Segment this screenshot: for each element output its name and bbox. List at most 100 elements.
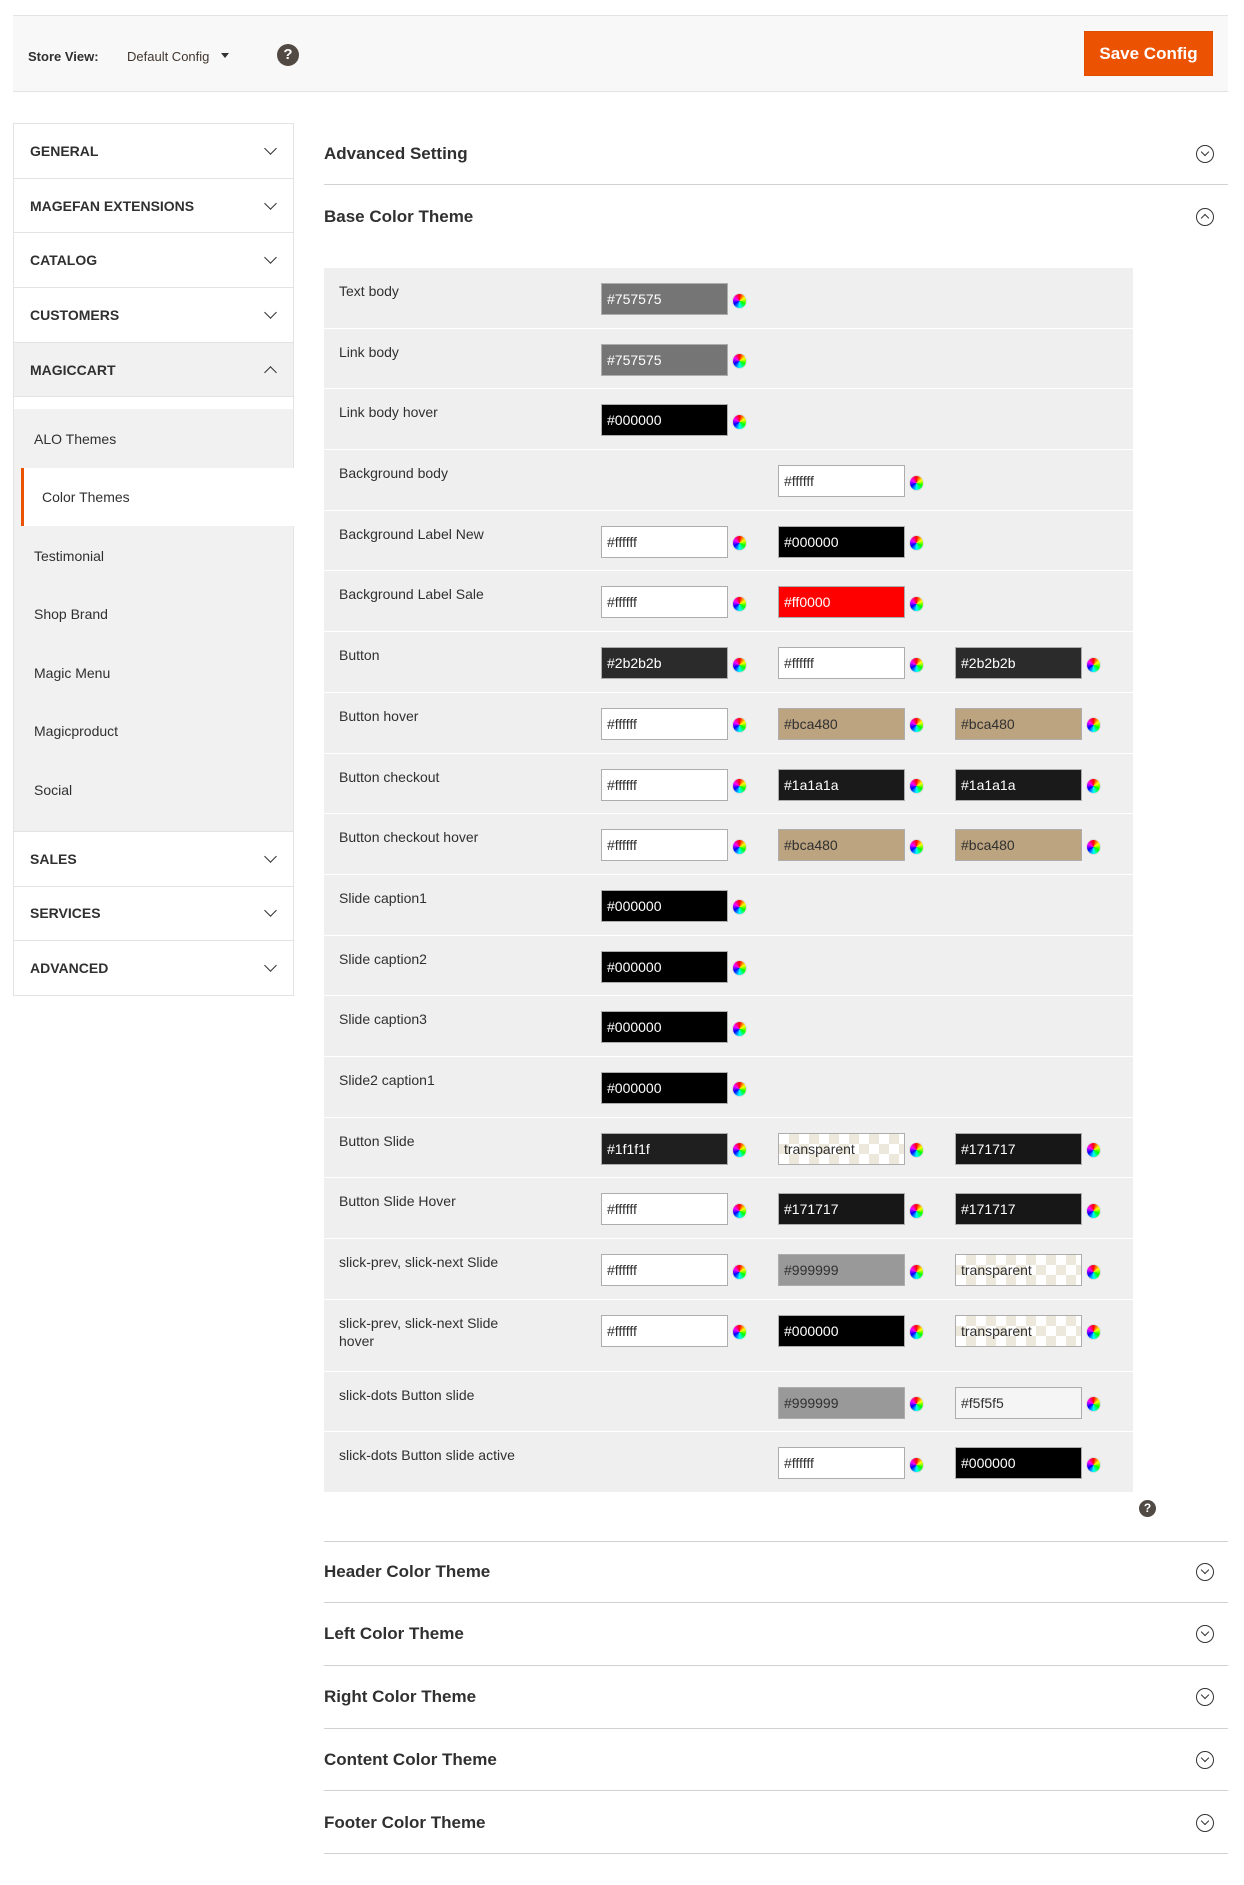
sidebar-item-magic-menu[interactable]: Magic Menu [34,664,111,681]
color-picker-icon[interactable] [909,1324,924,1341]
color-input[interactable]: #000000 [601,404,728,437]
color-input[interactable]: #1a1a1a [778,768,905,801]
color-input[interactable]: #ffffff [601,1254,728,1286]
color-picker-icon[interactable] [732,353,747,370]
color-picker-icon[interactable] [732,1142,747,1159]
sidebar-tab-services[interactable]: SERVICES [14,886,293,942]
expand-icon[interactable] [1196,1750,1214,1769]
color-picker-icon[interactable] [1086,838,1101,855]
help-icon[interactable]: ? [277,44,299,66]
save-config-button[interactable]: Save Config [1084,31,1213,76]
color-input[interactable]: #999999 [778,1254,905,1286]
color-input[interactable]: #999999 [778,1386,905,1419]
color-input[interactable]: #171717 [955,1193,1082,1226]
color-input[interactable]: #1f1f1f [601,1132,728,1165]
color-picker-icon[interactable] [909,1142,924,1159]
color-input[interactable]: #ffffff [601,1314,728,1347]
color-input[interactable]: #bca480 [778,707,905,740]
section-base-color-theme[interactable]: Base Color Theme [324,186,1228,248]
color-picker-icon[interactable] [909,1202,924,1219]
color-input[interactable]: #bca480 [778,829,905,862]
section-header-color-theme[interactable]: Header Color Theme [324,1541,1228,1603]
color-input[interactable]: #000000 [601,1071,728,1104]
sidebar-item-color-themes[interactable]: Color Themes [21,467,302,527]
color-picker-icon[interactable] [732,1081,747,1098]
store-view-switcher[interactable]: Default Config [127,49,210,64]
color-input[interactable]: #bca480 [955,707,1082,740]
section-advanced-setting[interactable]: Advanced Setting [324,123,1228,185]
section-left-color-theme[interactable]: Left Color Theme [324,1604,1228,1666]
color-input[interactable]: #000000 [955,1447,1082,1480]
color-picker-icon[interactable] [1086,656,1101,673]
section-footer-color-theme[interactable]: Footer Color Theme [324,1792,1228,1855]
color-picker-icon[interactable] [909,717,924,734]
sidebar-item-shop-brand[interactable]: Shop Brand [34,606,108,623]
color-input[interactable]: #171717 [778,1193,905,1226]
color-input[interactable]: #ffffff [601,829,728,862]
color-input[interactable]: #ffffff [778,465,905,498]
sidebar-tab-general[interactable]: GENERAL [14,124,293,179]
color-input[interactable]: #2b2b2b [601,647,728,680]
color-picker-icon[interactable] [909,656,924,673]
color-picker-icon[interactable] [1086,1456,1101,1473]
color-input[interactable]: #ff0000 [778,586,905,619]
color-input[interactable]: #ffffff [601,525,728,558]
color-input[interactable]: #bca480 [955,829,1082,862]
color-input[interactable]: #000000 [778,525,905,558]
color-input[interactable]: #000000 [601,1011,728,1044]
sidebar-item-social[interactable]: Social [34,781,73,798]
color-input[interactable]: #ffffff [601,707,728,740]
color-picker-icon[interactable] [732,960,747,977]
expand-icon[interactable] [1196,1813,1214,1832]
sidebar-item-alo-themes[interactable]: ALO Themes [34,430,117,447]
color-picker-icon[interactable] [1086,1142,1101,1159]
color-input[interactable]: transparent [778,1132,905,1165]
color-picker-icon[interactable] [732,838,747,855]
color-input[interactable]: #ffffff [778,647,905,680]
color-picker-icon[interactable] [909,474,924,491]
collapse-icon[interactable] [1196,208,1214,226]
color-picker-icon[interactable] [909,535,924,552]
sidebar-tab-sales[interactable]: SALES [14,831,293,887]
color-picker-icon[interactable] [732,717,747,734]
caret-down-icon[interactable] [221,53,229,58]
color-picker-icon[interactable] [909,778,924,794]
color-input[interactable]: #000000 [601,889,728,922]
sidebar-tab-magiccart[interactable]: MAGICCART [14,342,293,398]
color-picker-icon[interactable] [732,413,747,430]
color-picker-icon[interactable] [909,1456,924,1473]
expand-icon[interactable] [1196,1625,1214,1644]
color-picker-icon[interactable] [732,1202,747,1219]
sidebar-tab-advanced[interactable]: ADVANCED [14,941,293,996]
color-picker-icon[interactable] [909,595,924,612]
color-input[interactable]: #ffffff [778,1447,905,1480]
sidebar-tab-customers[interactable]: CUSTOMERS [14,288,293,343]
expand-icon[interactable] [1196,1563,1214,1581]
expand-icon[interactable] [1196,1688,1214,1707]
help-icon[interactable]: ? [1139,1500,1156,1517]
color-input[interactable]: #ffffff [601,768,728,801]
color-input[interactable]: #171717 [955,1132,1082,1165]
color-picker-icon[interactable] [732,656,747,673]
sidebar-tab-catalog[interactable]: CATALOG [14,233,293,289]
expand-icon[interactable] [1196,144,1214,163]
sidebar-tab-magefan-extensions[interactable]: MAGEFAN EXTENSIONS [14,178,293,234]
color-input[interactable]: #ffffff [601,586,728,619]
color-input[interactable]: #757575 [601,283,728,315]
sidebar-item-testimonial[interactable]: Testimonial [34,547,105,564]
color-input[interactable]: #757575 [601,343,728,376]
color-picker-icon[interactable] [1086,1202,1101,1219]
color-picker-icon[interactable] [732,1263,747,1280]
color-picker-icon[interactable] [1086,1263,1101,1280]
color-picker-icon[interactable] [732,1020,747,1037]
color-picker-icon[interactable] [1086,717,1101,734]
color-input[interactable]: #1a1a1a [955,768,1082,801]
color-picker-icon[interactable] [909,1263,924,1280]
section-right-color-theme[interactable]: Right Color Theme [324,1667,1228,1729]
color-picker-icon[interactable] [732,535,747,552]
sidebar-item-magicproduct[interactable]: Magicproduct [34,723,119,740]
color-picker-icon[interactable] [1086,778,1101,794]
color-picker-icon[interactable] [909,838,924,855]
color-picker-icon[interactable] [732,1324,747,1341]
color-input[interactable]: #ffffff [601,1193,728,1226]
